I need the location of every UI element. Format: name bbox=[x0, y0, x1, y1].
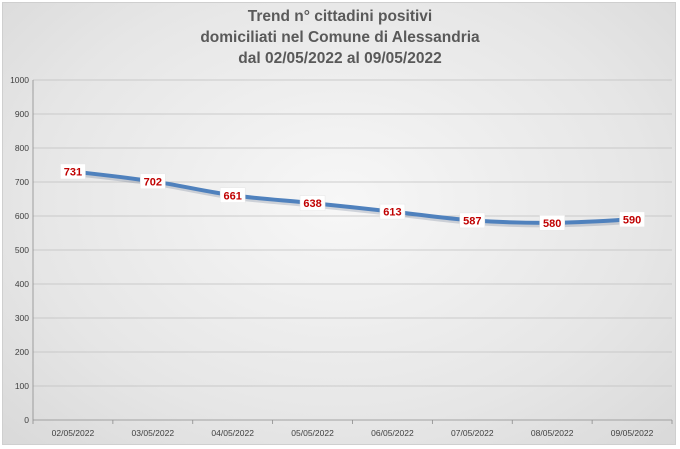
chart-title-block: Trend n° cittadini positivi domiciliati … bbox=[0, 6, 680, 69]
x-tick-label: 03/05/2022 bbox=[132, 428, 175, 438]
data-label: 702 bbox=[144, 176, 162, 188]
data-label: 580 bbox=[543, 218, 561, 230]
data-label-box bbox=[60, 163, 86, 180]
chart-subtitle-line-2: dal 02/05/2022 al 09/05/2022 bbox=[238, 50, 442, 67]
data-label: 587 bbox=[463, 215, 481, 227]
chart-subtitle-line-1: domiciliati nel Comune di Alessandria bbox=[200, 29, 480, 46]
data-label: 590 bbox=[623, 214, 641, 226]
data-label-box bbox=[140, 173, 166, 190]
x-axis-tick-labels: 02/05/2022 03/05/2022 04/05/2022 05/05/2022… bbox=[52, 428, 654, 438]
x-tick-label: 08/05/2022 bbox=[531, 428, 574, 438]
data-label: 638 bbox=[303, 198, 321, 210]
data-label-box bbox=[539, 215, 565, 231]
axes bbox=[32, 80, 673, 424]
data-label-box bbox=[619, 211, 645, 228]
x-tick-label: 06/05/2022 bbox=[371, 428, 414, 438]
y-tick-label: 900 bbox=[15, 109, 29, 119]
gridlines bbox=[33, 79, 672, 387]
chart-title: Trend n° cittadini positivi bbox=[247, 8, 433, 25]
data-label-box bbox=[379, 203, 406, 220]
x-tick-label: 07/05/2022 bbox=[451, 428, 494, 438]
data-label-box bbox=[219, 187, 246, 204]
y-tick-label: 500 bbox=[15, 245, 29, 255]
x-tick-label: 02/05/2022 bbox=[52, 428, 95, 438]
y-tick-label: 800 bbox=[15, 143, 29, 153]
data-label-box bbox=[459, 212, 486, 229]
x-tick-label: 04/05/2022 bbox=[211, 428, 254, 438]
y-tick-label: 200 bbox=[15, 347, 29, 357]
data-label-box bbox=[299, 195, 326, 211]
data-label: 661 bbox=[224, 190, 242, 202]
data-labels: 731 702 661 638 613 587 580 590 bbox=[60, 163, 645, 231]
y-tick-label: 1000 bbox=[10, 75, 29, 85]
y-tick-label: 300 bbox=[15, 313, 29, 323]
data-label: 731 bbox=[64, 166, 82, 178]
y-tick-label: 600 bbox=[15, 211, 29, 221]
y-tick-label: 100 bbox=[15, 381, 29, 391]
x-tick-label: 05/05/2022 bbox=[291, 428, 334, 438]
y-tick-label: 700 bbox=[15, 177, 29, 187]
y-axis-tick-labels: 0 100 200 300 400 500 600 700 800 900 1000 bbox=[10, 75, 29, 425]
y-tick-label: 400 bbox=[15, 279, 29, 289]
data-label: 613 bbox=[383, 207, 401, 219]
y-tick-label: 0 bbox=[24, 415, 29, 425]
x-tick-label: 09/05/2022 bbox=[611, 428, 654, 438]
